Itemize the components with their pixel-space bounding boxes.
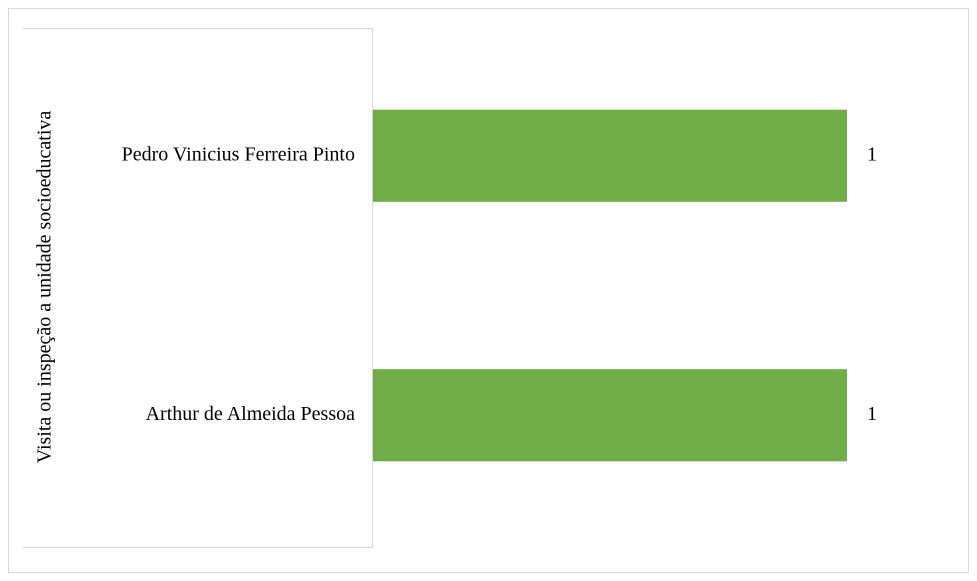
chart-border: [8, 8, 969, 573]
group-label: Visita ou inspeção a unidade socioeducat…: [34, 111, 56, 464]
bar: [373, 109, 847, 202]
category-label: Pedro Vinicius Ferreira Pinto: [122, 143, 355, 165]
bar: [373, 369, 847, 462]
category-box: [22, 28, 373, 548]
category-label: Arthur de Almeida Pessoa: [146, 403, 356, 425]
data-label: 1: [867, 143, 877, 165]
data-label: 1: [867, 403, 877, 425]
